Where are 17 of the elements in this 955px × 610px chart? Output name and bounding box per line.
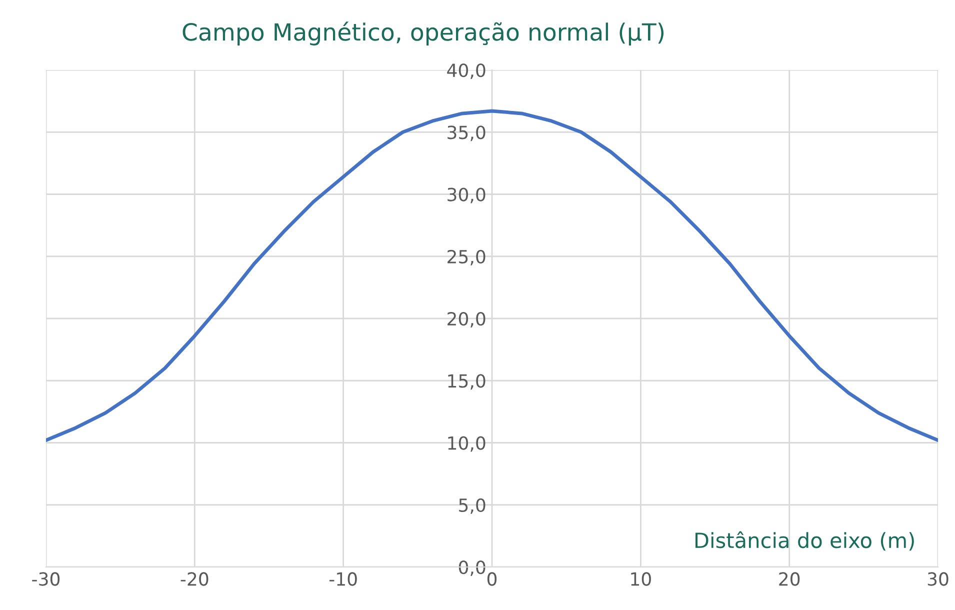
- y-tick-label: 30,0: [448, 188, 486, 204]
- chart-title: Campo Magnético, operação normal (μT): [182, 22, 664, 46]
- y-tick-label: 5,0: [459, 498, 486, 514]
- y-tick-label: 25,0: [448, 250, 486, 266]
- x-tick-label: -30: [32, 572, 60, 586]
- y-tick-label: 15,0: [448, 374, 486, 390]
- x-tick-label: -10: [329, 572, 357, 586]
- x-tick-label: 10: [631, 572, 651, 586]
- x-tick-label: 30: [928, 572, 948, 586]
- y-tick-label: 40,0: [447, 63, 486, 79]
- y-tick-label: 10,0: [448, 436, 486, 452]
- x-tick-label: 0: [487, 572, 497, 586]
- y-tick-label: 20,0: [448, 312, 486, 328]
- x-tick-label: -20: [180, 572, 208, 586]
- x-tick-label: 20: [779, 572, 800, 586]
- x-axis-title: Distância do eixo (m): [695, 531, 914, 551]
- y-tick-label: 35,0: [448, 126, 486, 142]
